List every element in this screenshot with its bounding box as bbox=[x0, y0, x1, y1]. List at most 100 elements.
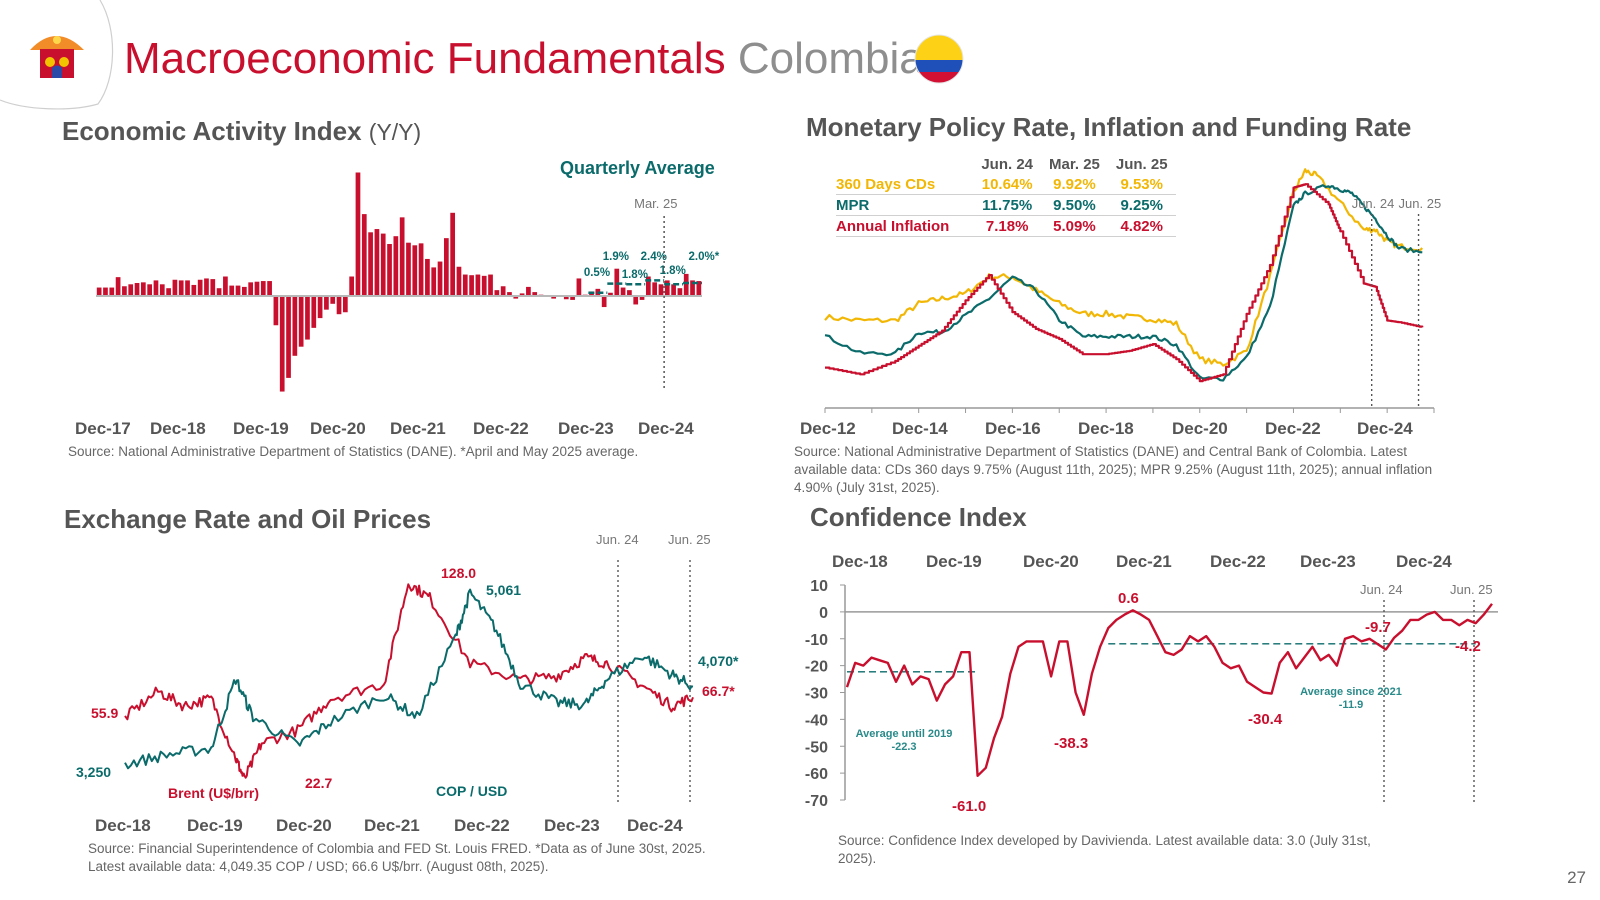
page-number: 27 bbox=[1567, 868, 1586, 887]
activity-bar bbox=[418, 243, 424, 296]
series-line-0 bbox=[124, 583, 694, 779]
activity-bar bbox=[267, 281, 272, 296]
x-tick-label: Dec-18 bbox=[95, 816, 151, 835]
activity-bar bbox=[658, 284, 664, 296]
quarterly-average-label: 0.5% bbox=[584, 267, 610, 279]
x-tick-label: Dec-24 bbox=[1396, 552, 1452, 571]
marker-label: Jun. 24 bbox=[1360, 582, 1403, 597]
data-label: -9.7 bbox=[1365, 619, 1391, 636]
activity-bar bbox=[172, 279, 178, 296]
table-cell: 5.09% bbox=[1041, 215, 1108, 237]
activity-bar bbox=[115, 277, 121, 296]
x-tick-label: Dec-23 bbox=[1300, 552, 1356, 571]
activity-bar bbox=[500, 286, 506, 296]
activity-bar bbox=[324, 296, 329, 310]
x-tick-label: Dec-21 bbox=[1116, 552, 1172, 571]
activity-bar bbox=[273, 296, 279, 326]
data-label: 5,061 bbox=[486, 582, 521, 598]
x-tick-label: Dec-22 bbox=[1210, 552, 1266, 571]
activity-bar bbox=[336, 296, 342, 315]
activity-bar bbox=[361, 214, 367, 296]
activity-bar bbox=[305, 296, 310, 340]
activity-bar bbox=[178, 280, 184, 296]
data-label: 66.7* bbox=[702, 683, 735, 699]
activity-bar bbox=[601, 296, 607, 308]
data-label: 0.6 bbox=[1118, 590, 1139, 607]
data-label: 128.0 bbox=[441, 565, 476, 581]
x-tick-label: Dec-20 bbox=[276, 816, 332, 835]
activity-bar bbox=[166, 288, 171, 296]
marker-label: Jun. 25 bbox=[1399, 196, 1442, 211]
activity-bar bbox=[425, 258, 430, 296]
table-cell: 4.82% bbox=[1107, 215, 1176, 237]
y-tick-label: -50 bbox=[805, 739, 828, 756]
table-header: Jun. 25 bbox=[1115, 155, 1168, 173]
confidence-chart: 10 0 -10 -20 -30 -40 -50 -60 -70 Dec-18 Dec-19 Dec-… bbox=[805, 552, 1498, 815]
logo-house-icon bbox=[30, 36, 84, 78]
y-tick-label: -20 bbox=[805, 659, 828, 676]
activity-bar bbox=[197, 279, 203, 296]
table-row: 360 Days CDs 10.64% 9.92% 9.53% bbox=[836, 174, 1176, 195]
activity-bar bbox=[286, 296, 291, 378]
activity-bar bbox=[254, 281, 260, 296]
activity-title: Economic Activity Index (Y/Y) bbox=[62, 116, 422, 146]
marker-label: Jun. 25 bbox=[668, 532, 711, 547]
y-tick-label: -10 bbox=[805, 632, 828, 649]
data-label: -30.4 bbox=[1248, 711, 1283, 728]
activity-bar bbox=[399, 217, 405, 296]
activity-bar bbox=[109, 287, 115, 296]
series-line-2 bbox=[825, 183, 1424, 383]
activity-bar bbox=[513, 296, 519, 299]
activity-bar bbox=[696, 281, 702, 296]
activity-bar bbox=[645, 276, 651, 296]
marker-label: Jun. 25 bbox=[1450, 582, 1493, 597]
activity-bar bbox=[614, 268, 620, 296]
quarterly-average-title: Quarterly Average bbox=[560, 158, 715, 178]
quarterly-average-label: 2.0%* bbox=[689, 251, 720, 263]
activity-bar bbox=[292, 296, 298, 356]
colombia-flag-icon bbox=[914, 34, 964, 84]
activity-bar bbox=[481, 275, 487, 296]
activity-bar bbox=[349, 276, 355, 296]
x-tick-label: Dec-22 bbox=[473, 419, 529, 438]
source-line: Source: Confidence Index developed by Da… bbox=[838, 833, 1371, 848]
data-label: -61.0 bbox=[952, 798, 986, 815]
page-title: Macroeconomic Fundamentals Colombia bbox=[124, 34, 924, 83]
activity-bar bbox=[639, 296, 645, 300]
activity-bar bbox=[570, 296, 575, 300]
activity-bar bbox=[627, 290, 632, 296]
exchange-title: Exchange Rate and Oil Prices bbox=[64, 504, 432, 534]
data-label: 55.9 bbox=[91, 705, 118, 721]
activity-bar bbox=[210, 279, 216, 296]
confidence-line bbox=[845, 603, 1493, 777]
confidence-source: Source: Confidence Index developed by Da… bbox=[838, 832, 1438, 868]
x-tick-label: Dec-14 bbox=[892, 419, 948, 438]
activity-bar bbox=[437, 261, 443, 296]
exchange-source: Source: Financial Superintendence of Col… bbox=[88, 840, 768, 876]
x-tick-label: Dec-20 bbox=[310, 419, 366, 438]
source-line: Latest available data: 4,049.35 COP / US… bbox=[88, 859, 549, 874]
activity-bar bbox=[248, 282, 254, 296]
y-tick-label: 0 bbox=[819, 605, 828, 622]
marker-label: Mar. 25 bbox=[634, 196, 677, 211]
quarterly-average-label: 1.9% bbox=[603, 251, 629, 263]
x-tick-label: Dec-19 bbox=[926, 552, 982, 571]
activity-bar bbox=[387, 244, 392, 296]
x-tick-label: Dec-24 bbox=[627, 816, 683, 835]
quarterly-average-label: 1.8% bbox=[660, 265, 686, 277]
average-value-label: -22.3 bbox=[891, 741, 916, 753]
y-tick-label: -70 bbox=[805, 793, 828, 810]
activity-bar bbox=[393, 236, 399, 296]
activity-bar bbox=[475, 274, 481, 296]
x-tick-label: Dec-21 bbox=[390, 419, 446, 438]
y-tick-label: -30 bbox=[805, 686, 828, 703]
table-cell: 9.53% bbox=[1107, 174, 1176, 195]
x-tick-label: Dec-24 bbox=[638, 419, 694, 438]
activity-bar bbox=[431, 267, 437, 296]
table-cell: 9.92% bbox=[1041, 174, 1108, 195]
data-label: -38.3 bbox=[1054, 735, 1088, 752]
average-label: Average until 2019 bbox=[856, 728, 953, 740]
activity-bar bbox=[671, 284, 676, 296]
x-tick-label: Dec-20 bbox=[1172, 419, 1228, 438]
activity-bar bbox=[235, 285, 241, 296]
